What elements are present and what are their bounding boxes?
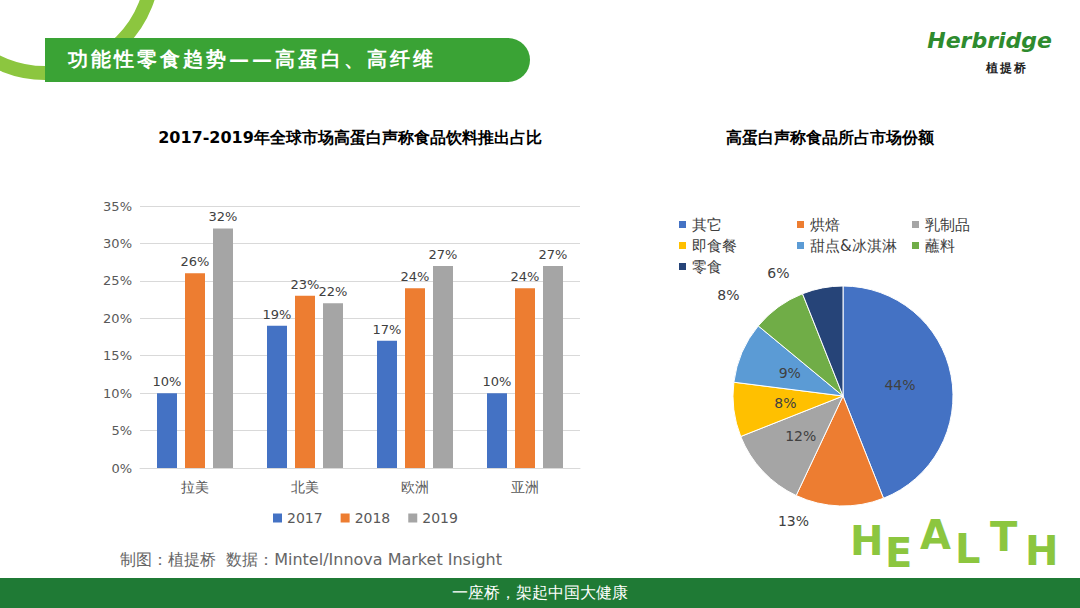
svg-text:2018: 2018	[355, 510, 391, 526]
svg-text:即食餐: 即食餐	[692, 237, 737, 255]
svg-text:0%: 0%	[111, 461, 132, 476]
svg-text:10%: 10%	[153, 374, 182, 389]
svg-text:15%: 15%	[103, 348, 132, 363]
svg-text:44%: 44%	[884, 377, 915, 393]
svg-text:27%: 27%	[539, 247, 568, 262]
html-text:植提桥: 植提桥	[986, 61, 1028, 75]
html-text:功能性零食趋势——高蛋白、高纤维: 功能性零食趋势——高蛋白、高纤维	[68, 47, 436, 71]
svg-text:8%: 8%	[774, 395, 796, 411]
svg-text:北美: 北美	[291, 479, 319, 495]
svg-text:欧洲: 欧洲	[401, 479, 429, 495]
svg-text:其它: 其它	[692, 216, 722, 234]
svg-text:甜点&冰淇淋: 甜点&冰淇淋	[810, 237, 897, 255]
svg-text:23%: 23%	[291, 277, 320, 292]
svg-text:2017: 2017	[287, 510, 323, 526]
svg-text:蘸料: 蘸料	[925, 237, 955, 255]
svg-text:亚洲: 亚洲	[511, 479, 539, 495]
svg-text:10%: 10%	[483, 374, 512, 389]
svg-text:烘焙: 烘焙	[810, 216, 840, 234]
html-text:Herbridge: Herbridge	[927, 28, 1052, 53]
svg-text:12%: 12%	[785, 428, 816, 444]
svg-text:24%: 24%	[511, 269, 540, 284]
svg-text:2017-2019年全球市场高蛋白声称食品饮料推出占比: 2017-2019年全球市场高蛋白声称食品饮料推出占比	[158, 128, 542, 147]
svg-text:13%: 13%	[778, 513, 809, 529]
svg-text:5%: 5%	[111, 423, 132, 438]
html-text:一座桥，架起中国大健康: 一座桥，架起中国大健康	[452, 583, 628, 602]
svg-text:27%: 27%	[429, 247, 458, 262]
svg-text:9%: 9%	[779, 365, 801, 381]
svg-text:8%: 8%	[717, 287, 739, 303]
svg-text:24%: 24%	[401, 269, 430, 284]
svg-text:17%: 17%	[373, 322, 402, 337]
svg-text:高蛋白声称食品所占市场份额: 高蛋白声称食品所占市场份额	[726, 128, 935, 147]
svg-text:20%: 20%	[103, 311, 132, 326]
svg-text:2019: 2019	[422, 510, 458, 526]
svg-text:19%: 19%	[263, 307, 292, 322]
svg-text:零食: 零食	[692, 258, 722, 276]
svg-text:6%: 6%	[767, 265, 789, 281]
svg-text:35%: 35%	[103, 199, 132, 214]
html-text:HE AL T H: HE AL T H	[850, 512, 1059, 576]
svg-text:30%: 30%	[103, 236, 132, 251]
svg-text:26%: 26%	[181, 254, 210, 269]
svg-text:10%: 10%	[103, 386, 132, 401]
svg-text:22%: 22%	[319, 284, 348, 299]
svg-text:32%: 32%	[209, 209, 238, 224]
svg-text:25%: 25%	[103, 273, 132, 288]
svg-text:拉美: 拉美	[181, 479, 209, 495]
svg-text:乳制品: 乳制品	[925, 216, 970, 234]
html-text:制图：植提桥 数据：Mintel/Innova Market: 制图：植提桥 数据：Mintel/Innova Market Insight	[120, 550, 502, 569]
